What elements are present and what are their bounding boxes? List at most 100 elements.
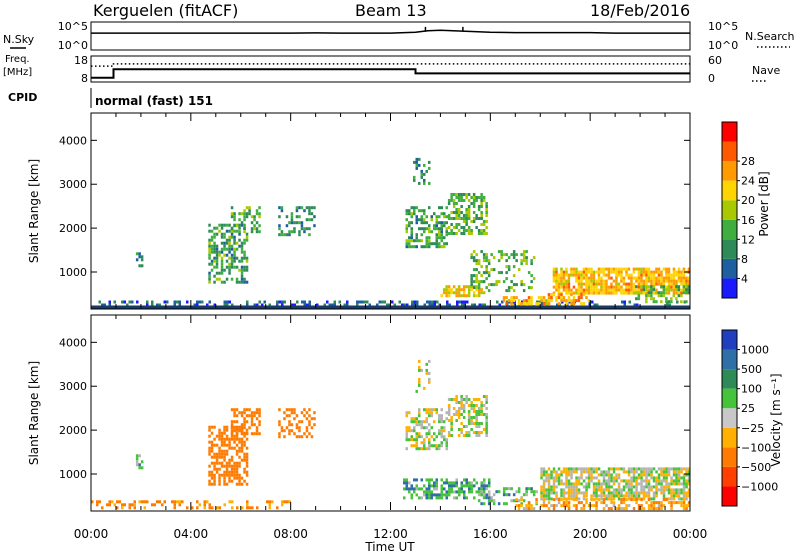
scatter-cell	[475, 434, 478, 437]
scatter-cell	[510, 499, 513, 503]
scatter-cell	[670, 285, 673, 289]
scatter-cell	[615, 491, 618, 495]
scatter-cell	[450, 211, 453, 214]
scatter-cell	[545, 488, 548, 492]
scatter-cell	[131, 300, 134, 304]
scatter-cell	[482, 199, 486, 202]
scatter-cell	[677, 501, 681, 505]
scatter-cell	[438, 496, 441, 500]
scatter-cell	[450, 398, 453, 401]
scatter-cell	[562, 279, 566, 283]
scatter-cell	[542, 485, 546, 489]
scatter-cell	[241, 506, 244, 510]
scatter-cell	[428, 481, 431, 485]
scatter-cell	[440, 435, 443, 439]
scatter-cell	[630, 291, 633, 295]
scatter-cell	[408, 411, 411, 415]
scatter-cell	[652, 485, 656, 489]
scatter-cell	[215, 452, 219, 456]
scatter-cell	[410, 239, 413, 243]
scatter-cell	[547, 299, 551, 303]
scatter-cell	[655, 488, 658, 492]
scatter-cell	[250, 420, 254, 424]
scatter-cell	[482, 256, 486, 260]
scatter-cell	[647, 488, 651, 492]
scatter-cell	[585, 273, 588, 277]
scatter-cell	[440, 227, 443, 231]
scatter-cell	[228, 265, 231, 269]
scatter-cell	[647, 498, 651, 502]
scatter-cell	[672, 482, 676, 486]
scatter-cell	[645, 470, 648, 474]
scatter-cell	[642, 470, 646, 474]
scatter-cell	[235, 467, 239, 471]
scatter-cell	[225, 229, 229, 233]
scatter-cell	[406, 303, 409, 307]
scatter-cell	[418, 435, 421, 439]
scatter-cell	[635, 288, 638, 292]
scatter-cell	[213, 476, 216, 480]
scatter-cell	[612, 291, 616, 295]
scatter-cell	[620, 479, 623, 483]
scatter-cell	[447, 288, 451, 292]
scatter-cell	[215, 458, 219, 462]
scatter-cell	[230, 253, 234, 257]
scatter-cell	[470, 256, 473, 260]
scatter-cell	[475, 413, 478, 416]
scatter-cell	[235, 434, 239, 438]
scatter-cell	[435, 215, 438, 219]
scatter-cell	[642, 285, 646, 289]
scatter-cell	[410, 429, 413, 433]
scatter-cell	[243, 280, 246, 284]
scatter-cell	[657, 501, 661, 505]
scatter-cell	[366, 300, 369, 304]
scatter-cell	[595, 507, 598, 511]
scatter-cell	[520, 283, 523, 287]
scatter-cell	[430, 242, 433, 246]
scatter-cell	[457, 413, 461, 416]
scatter-cell	[577, 276, 581, 280]
scatter-cell	[415, 166, 418, 170]
freq-label: Freq.	[5, 54, 30, 65]
scatter-cell	[448, 303, 451, 307]
scatter-cell	[428, 423, 431, 427]
scatter-cell	[450, 434, 453, 437]
scatter-cell	[225, 247, 229, 251]
scatter-cell	[462, 291, 466, 295]
scatter-cell	[447, 232, 451, 235]
scatter-cell	[497, 280, 501, 284]
scatter-cell	[490, 253, 493, 257]
scatter-cell	[522, 507, 526, 511]
scatter-cell	[428, 438, 431, 442]
scatter-cell	[415, 423, 418, 427]
scatter-cell	[585, 267, 588, 271]
scatter-cell	[640, 491, 643, 495]
scatter-cell	[542, 482, 546, 486]
scatter-cell	[215, 434, 219, 438]
scatter-cell	[675, 288, 678, 292]
scatter-cell	[428, 408, 431, 412]
scatter-cell	[243, 479, 246, 483]
scatter-cell	[675, 470, 678, 474]
scatter-cell	[640, 473, 643, 477]
scatter-cell	[210, 229, 214, 233]
scatter-cell	[622, 485, 626, 489]
scatter-cell	[612, 491, 616, 495]
scatter-cell	[507, 265, 511, 269]
scatter-cell	[462, 214, 466, 217]
scatter-cell	[243, 250, 246, 254]
scatter-cell	[517, 487, 521, 491]
scatter-cell	[610, 276, 613, 280]
scatter-cell	[550, 476, 553, 480]
scatter-cell	[685, 482, 688, 486]
scatter-cell	[480, 232, 483, 235]
scatter-cell	[225, 223, 229, 227]
scatter-cell	[497, 259, 501, 263]
scatter-cell	[560, 482, 563, 486]
scatter-cell	[477, 398, 481, 401]
scatter-cell	[477, 288, 481, 292]
scatter-cell	[477, 422, 481, 425]
scatter-cell	[620, 279, 623, 283]
scatter-cell	[440, 294, 443, 298]
scatter-cell	[610, 491, 613, 495]
